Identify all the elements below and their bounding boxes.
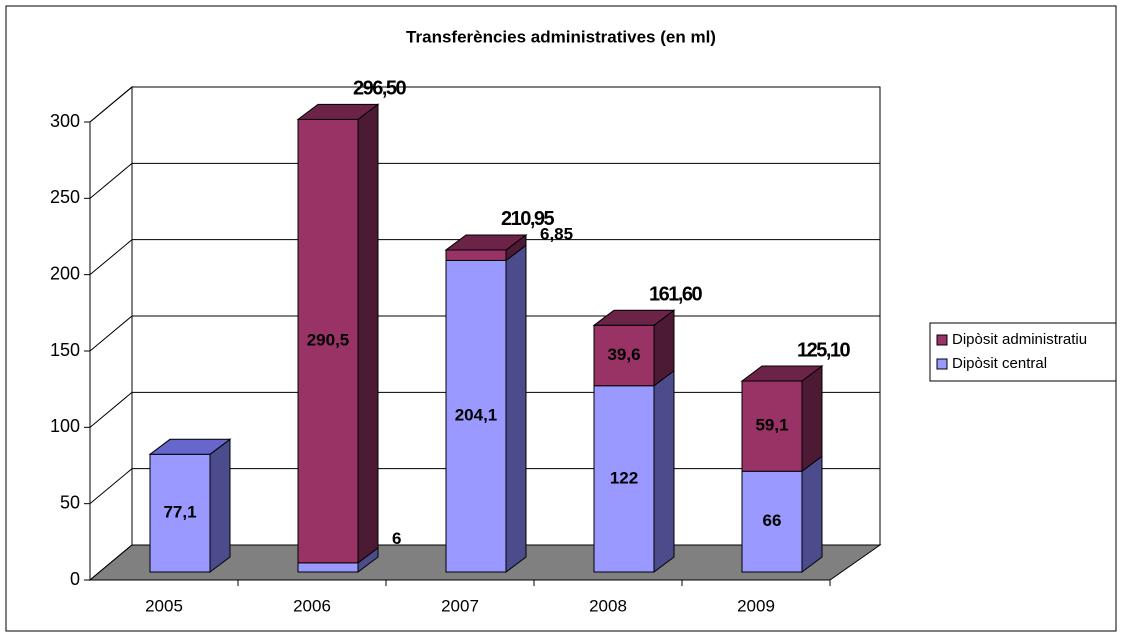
- bar-top: [148, 438, 232, 455]
- legend-swatch: [936, 358, 948, 370]
- x-tick-label: 2005: [145, 596, 183, 615]
- bar: [149, 453, 211, 573]
- bar-side: [505, 244, 527, 573]
- y-tick-label: 300: [50, 111, 80, 131]
- data-label: 66: [763, 511, 782, 530]
- chart-title: Transferències administratives (en ml): [406, 27, 716, 46]
- y-tick-label: 150: [50, 340, 80, 360]
- grid-line: [89, 239, 880, 276]
- legend-label: Dipòsit central: [952, 355, 1047, 372]
- y-tick-label: 200: [50, 263, 80, 283]
- x-tick-label: 2007: [441, 596, 479, 615]
- data-label: 59,1: [755, 416, 788, 435]
- bar: [445, 249, 507, 261]
- y-tick-label: 100: [50, 416, 80, 436]
- bar-top: [296, 103, 380, 120]
- bar-side: [801, 455, 823, 573]
- y-tick-label: 250: [50, 187, 80, 207]
- x-tick-label: 2008: [589, 596, 627, 615]
- bar: [741, 470, 803, 573]
- data-label: 6,85: [540, 225, 573, 244]
- data-label: 204,1: [455, 406, 498, 425]
- legend-box: [929, 322, 1117, 382]
- bar: [297, 562, 359, 573]
- y-tick-label: 0: [70, 569, 80, 589]
- legend-swatch: [936, 334, 948, 346]
- bar: [445, 259, 507, 573]
- bar-side: [357, 103, 379, 564]
- total-label: 161,60: [649, 284, 703, 306]
- bar-side: [653, 369, 675, 573]
- total-label: 210,95: [501, 208, 555, 230]
- bar-top: [740, 365, 824, 382]
- data-label: 122: [610, 468, 638, 487]
- grid-line: [89, 86, 880, 123]
- data-label: 6: [392, 529, 401, 548]
- bar: [297, 118, 359, 564]
- bar-top: [444, 234, 528, 251]
- grid-line: [89, 162, 880, 199]
- bar-top: [592, 309, 676, 326]
- x-tick-label: 2009: [737, 596, 775, 615]
- bar: [593, 324, 655, 387]
- x-tick-label: 2006: [293, 596, 331, 615]
- bar: [593, 385, 655, 573]
- data-label: 290,5: [307, 331, 350, 350]
- data-label: 77,1: [163, 503, 196, 522]
- bar-side: [209, 438, 231, 573]
- total-label: 296,50: [353, 78, 407, 100]
- total-label: 125,10: [797, 339, 851, 361]
- bar-side: [801, 365, 823, 473]
- legend-label: Dipòsit administratiu: [952, 331, 1087, 348]
- y-tick-label: 50: [60, 492, 80, 512]
- data-label: 39,6: [607, 345, 640, 364]
- bar: [741, 380, 803, 472]
